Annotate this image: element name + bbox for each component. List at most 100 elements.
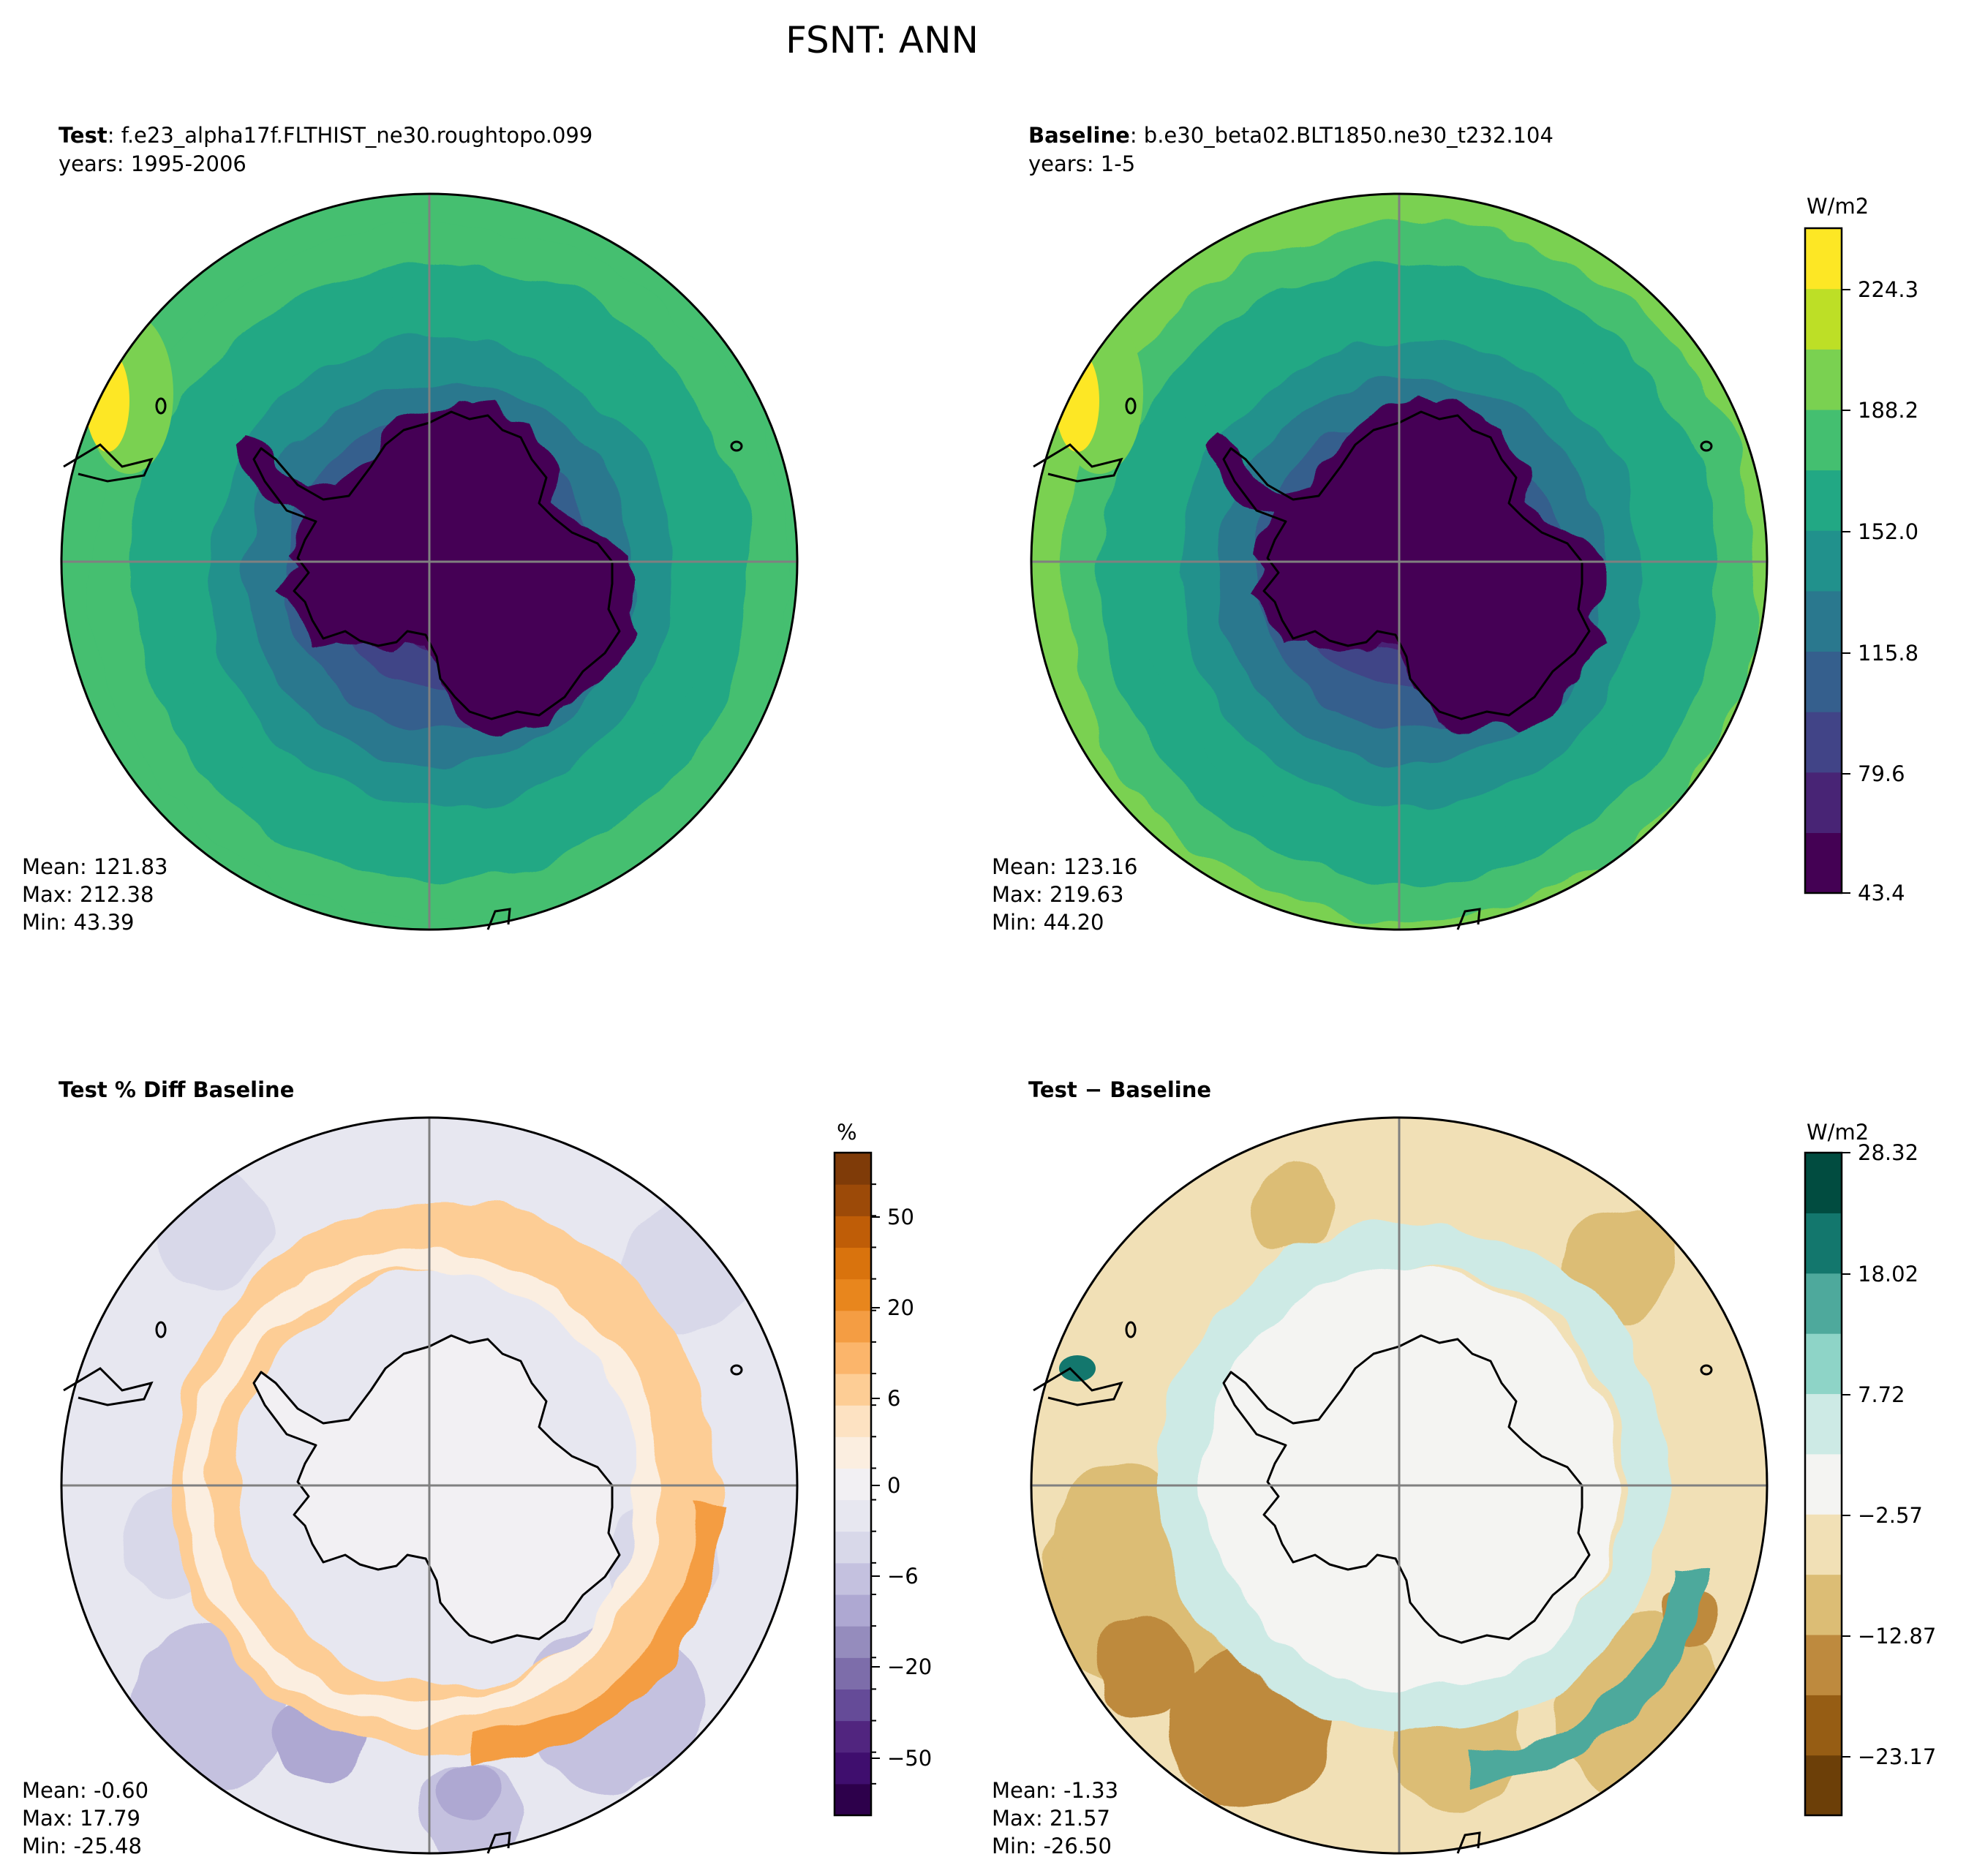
panel-test-label: Test: [59, 123, 108, 148]
colorbar-tick-label: −50: [887, 1746, 932, 1771]
colorbar-segment: [1805, 772, 1842, 833]
panel-test-years: years: 1995-2006: [59, 151, 246, 176]
colorbar-segment: [1805, 1634, 1842, 1695]
contour-interior: [1206, 396, 1608, 735]
colorbar-segment: [1805, 228, 1842, 290]
panel-pctdiff-label: Test % Diff Baseline: [59, 1077, 294, 1102]
colorbar-segment: [1805, 1213, 1842, 1274]
colorbar-tick-label: 43.4: [1858, 881, 1905, 905]
colorbar-tick-label: 115.8: [1858, 641, 1918, 666]
colorbar-segment: [1805, 1514, 1842, 1575]
panel-baseline: Baseline: b.e30_beta02.BLT1850.ne30_t232…: [992, 123, 1769, 935]
south-america-coastline: [63, 443, 154, 483]
colorbar-segment: [835, 1184, 871, 1216]
colorbar-segment: [835, 1689, 871, 1722]
colorbar-segment: [1805, 1574, 1842, 1635]
contour-patch: [1055, 313, 1143, 474]
contour-interior: [254, 1336, 619, 1643]
contour-ring: [1158, 1222, 1670, 1734]
colorbar-pct: % 50 20 6 0 −6 −20 −50: [833, 1120, 932, 1817]
colorbar-segment: [835, 1468, 871, 1501]
colorbar-segment: [835, 1720, 871, 1753]
panel-diff-max: Max: 21.57: [992, 1806, 1110, 1831]
panel-pctdiff-max: Max: 17.79: [22, 1806, 140, 1831]
colorbar-segment: [835, 1752, 871, 1785]
antarctica-coastline: [1222, 1334, 1591, 1644]
colorbar-main-unit: W/m2: [1807, 194, 1869, 219]
colorbar-tick-label: −23.17: [1858, 1744, 1936, 1769]
island-outline: [1125, 1321, 1137, 1338]
panel-pctdiff-overlay: [60, 1116, 799, 1855]
island-outline: [155, 1321, 167, 1338]
map-boundary: [60, 192, 799, 931]
colorbar-segment: [835, 1310, 871, 1343]
contour-interior: [1224, 1336, 1589, 1643]
colorbar-segment: [835, 1341, 871, 1374]
island-outline: [730, 1364, 743, 1376]
colorbar-tick-label: −20: [887, 1654, 932, 1679]
panel-pctdiff-mean: Mean: -0.60: [22, 1778, 148, 1803]
new-zealand-coastline: [1456, 908, 1481, 930]
colorbar-tick-label: 50: [887, 1205, 914, 1229]
panel-baseline-header: Baseline: b.e30_beta02.BLT1850.ne30_t232…: [1028, 123, 1553, 148]
colorbar-segment: [1805, 349, 1842, 410]
panel-test-min: Min: 43.39: [22, 910, 134, 935]
panel-baseline-min: Min: 44.20: [992, 910, 1104, 935]
colorbar-segment: [1805, 1393, 1842, 1455]
panel-diff-mean: Mean: -1.33: [992, 1778, 1118, 1803]
colorbar-tick-label: 20: [887, 1295, 914, 1320]
colorbar-diff: W/m2 28.32 18.02 7.72 −2.57 −12.87 −23.17: [1804, 1120, 1936, 1817]
colorbar-pct-unit: %: [837, 1120, 857, 1145]
colorbar-segment: [1805, 1153, 1842, 1213]
south-america-coastline: [1033, 1367, 1123, 1406]
colorbar-segment: [1805, 1273, 1842, 1334]
colorbar-segment: [1805, 590, 1842, 652]
colorbar-tick-label: 224.3: [1858, 277, 1918, 302]
panel-test-map: [61, 194, 797, 930]
panel-test-overlay: [60, 192, 799, 931]
panel-test-header: Test: f.e23_alpha17f.FLTHIST_ne30.rought…: [59, 123, 592, 148]
panel-pctdiff-min: Min: -25.48: [22, 1834, 142, 1858]
colorbar-segment: [1805, 712, 1842, 773]
island-outline: [155, 397, 167, 415]
colorbar-segment: [835, 1247, 871, 1280]
colorbar-tick-label: 79.6: [1858, 761, 1905, 786]
colorbar-segment: [835, 1278, 871, 1311]
colorbar-segment: [835, 1626, 871, 1658]
contour-patch: [86, 313, 173, 474]
contour-patch: [1055, 1463, 1187, 1595]
new-zealand-coastline: [486, 908, 511, 930]
contour-patch: [444, 1763, 502, 1822]
panel-test-case: : f.e23_alpha17f.FLTHIST_ne30.roughtopo.…: [108, 123, 593, 148]
island-outline: [730, 440, 743, 452]
panel-baseline-label: Baseline: [1028, 123, 1130, 148]
colorbar-tick-label: 18.02: [1858, 1262, 1918, 1287]
colorbar-main: W/m2 224.3 188.2 152.0 115.8 79.6 43.4: [1804, 194, 1918, 905]
colorbar-tick-label: −2.57: [1858, 1503, 1923, 1528]
panel-baseline-years: years: 1-5: [1028, 151, 1135, 176]
colorbar-segment: [1805, 1333, 1842, 1395]
colorbar-segment: [1805, 288, 1842, 350]
south-america-coastline: [1033, 443, 1123, 483]
contour-ring: [225, 1266, 722, 1763]
colorbar-frame: [1804, 227, 1843, 894]
colorbar-segment: [835, 1374, 871, 1406]
colorbar-frame: [833, 1151, 873, 1817]
colorbar-segment: [835, 1562, 871, 1595]
contour-patch: [151, 1171, 268, 1288]
colorbar-segment: [835, 1216, 871, 1248]
colorbar-segment: [1805, 651, 1842, 712]
colorbar-segment: [1805, 832, 1842, 894]
colorbar-frame: [1804, 1151, 1843, 1817]
colorbar-tick-label: 28.32: [1858, 1140, 1918, 1165]
island-outline: [1125, 397, 1137, 415]
colorbar-tick-label: −12.87: [1858, 1624, 1936, 1649]
colorbar-tick-label: 6: [887, 1386, 900, 1411]
colorbar-tick-label: 188.2: [1858, 398, 1918, 423]
colorbar-segment: [1805, 1755, 1842, 1816]
panel-test-max: Max: 212.38: [22, 882, 154, 907]
island-outline: [1700, 1364, 1713, 1376]
colorbar-segment: [835, 1657, 871, 1690]
colorbar-tick-label: 152.0: [1858, 519, 1918, 544]
